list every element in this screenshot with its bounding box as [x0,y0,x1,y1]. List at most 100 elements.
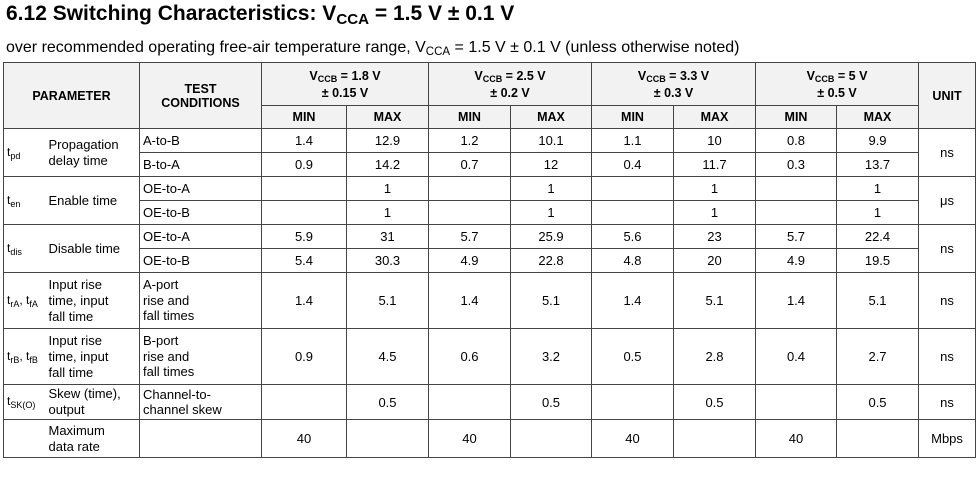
value-cell: 1 [673,176,756,201]
vccb-group-1-header: VCCB = 1.8 V ± 0.15 V [261,62,429,106]
test-condition: A-port rise and fall times [139,272,262,329]
value-cell: 14.2 [346,152,429,177]
value-cell: 30.3 [346,248,429,273]
value-cell: 4.5 [346,328,429,385]
switching-characteristics-table: PARAMETER TEST CONDITIONS VCCB = 1.8 V ±… [3,62,977,458]
value-cell: 1 [510,200,592,225]
param-name: Disable time [46,224,140,273]
value-cell [261,176,347,201]
value-cell: 0.4 [591,152,674,177]
value-cell: 12.9 [346,128,429,153]
value-cell: 20 [673,248,756,273]
unit-cell: Mbps [918,419,977,458]
vccb-group-3-header: VCCB = 3.3 V ± 0.3 V [591,62,756,106]
value-cell: 10.1 [510,128,592,153]
min-header: MIN [428,105,511,129]
value-cell [261,384,347,420]
title-suffix: = 1.5 V ± 0.1 V [369,2,515,25]
value-cell: 22.4 [835,224,920,249]
value-cell: 40 [591,419,674,458]
value-cell: 4.8 [591,248,674,273]
value-cell: 2.7 [835,328,920,385]
value-cell [261,200,347,225]
value-cell: 19.5 [835,248,920,273]
value-cell: 1 [346,176,429,201]
value-cell: 2.8 [673,328,756,385]
value-cell: 31 [346,224,429,249]
value-cell: 40 [755,419,837,458]
value-cell: 40 [428,419,511,458]
table-row: ten Enable time OE-to-A 1 1 1 1 μs [3,176,977,225]
section-number: 6.12 [6,2,47,25]
max-header: MAX [510,105,592,129]
test-condition: B-to-A [139,152,262,177]
value-cell: 5.7 [428,224,511,249]
param-symbol: tpd [3,128,47,177]
table-row: tpd Propagation delay time A-to-B 1.4 12.9… [3,128,977,177]
value-cell: 0.6 [428,328,511,385]
value-cell: 1 [835,200,920,225]
max-header: MAX [673,105,756,129]
value-cell [591,384,674,420]
test-conditions-header: TEST CONDITIONS [139,62,262,129]
test-condition: B-port rise and fall times [139,328,262,385]
param-symbol: trB, tfB [3,328,47,385]
table-row: tdis Disable time OE-to-A 5.9 31 5.7 25.9 … [3,224,977,273]
value-cell: 10 [673,128,756,153]
subtitle-text: over recommended operating free-air temp… [6,39,426,56]
test-condition [139,419,262,458]
subtitle-subscript: CCA [425,45,451,58]
test-header-line1: TEST [184,81,217,96]
minmax-header-row: MIN MAX MIN MAX MIN MAX MIN MAX [4,105,976,129]
min-header: MIN [261,105,347,129]
value-cell: 0.7 [428,152,511,177]
unit-cell: ns [918,224,977,273]
vccb-group-3-line1: VCCB = 3.3 V [637,68,710,84]
max-header: MAX [835,105,920,129]
value-cell: 23 [673,224,756,249]
value-cell: 22.8 [510,248,592,273]
value-cell [673,419,756,458]
value-cell [591,176,674,201]
value-cell: 5.1 [510,272,592,329]
test-condition: Channel-to-channel skew [139,384,262,420]
value-cell: 1.4 [591,272,674,329]
value-cell: 12 [510,152,592,177]
value-cell [428,176,511,201]
param-symbol: tSK(O) [3,384,47,420]
test-header-line2: CONDITIONS [161,95,240,110]
value-cell: 5.7 [755,224,837,249]
value-cell: 5.1 [346,272,429,329]
table-row: Maximum data rate 40 40 40 40 Mbps [3,419,977,458]
value-cell: 0.9 [261,328,347,385]
test-condition: A-to-B [139,128,262,153]
vccb-group-2-line2: ± 0.2 V [490,85,530,100]
vccb-group-4-line2: ± 0.5 V [817,85,857,100]
title-subscript: CCA [336,10,370,28]
value-cell: 1.4 [428,272,511,329]
table-row: B-to-A 0.9 14.2 0.7 12 0.4 11.7 0.3 13.7 [4,152,976,177]
value-cell [755,200,837,225]
param-name: Skew (time), output [46,384,140,420]
value-cell: 9.9 [835,128,920,153]
value-cell: 0.5 [510,384,592,420]
value-cell: 1 [510,176,592,201]
param-name: Propagation delay time [46,128,140,177]
value-cell [755,384,837,420]
param-symbol [3,419,47,458]
value-cell: 11.7 [673,152,756,177]
value-cell: 5.9 [261,224,347,249]
value-cell: 5.1 [673,272,756,329]
header-row: PARAMETER TEST CONDITIONS VCCB = 1.8 V ±… [3,62,977,129]
param-name: Maximum data rate [46,419,140,458]
value-cell: 40 [261,419,347,458]
value-cell: 0.5 [835,384,920,420]
title-text: Switching Characteristics: V [52,2,337,25]
value-cell: 4.9 [755,248,837,273]
param-symbol: trA, tfA [3,272,47,329]
unit-cell: ns [918,384,977,420]
vccb-group-4-line1: VCCB = 5 V [806,68,868,84]
value-cell [755,176,837,201]
value-cell [510,419,592,458]
value-cell: 1.2 [428,128,511,153]
